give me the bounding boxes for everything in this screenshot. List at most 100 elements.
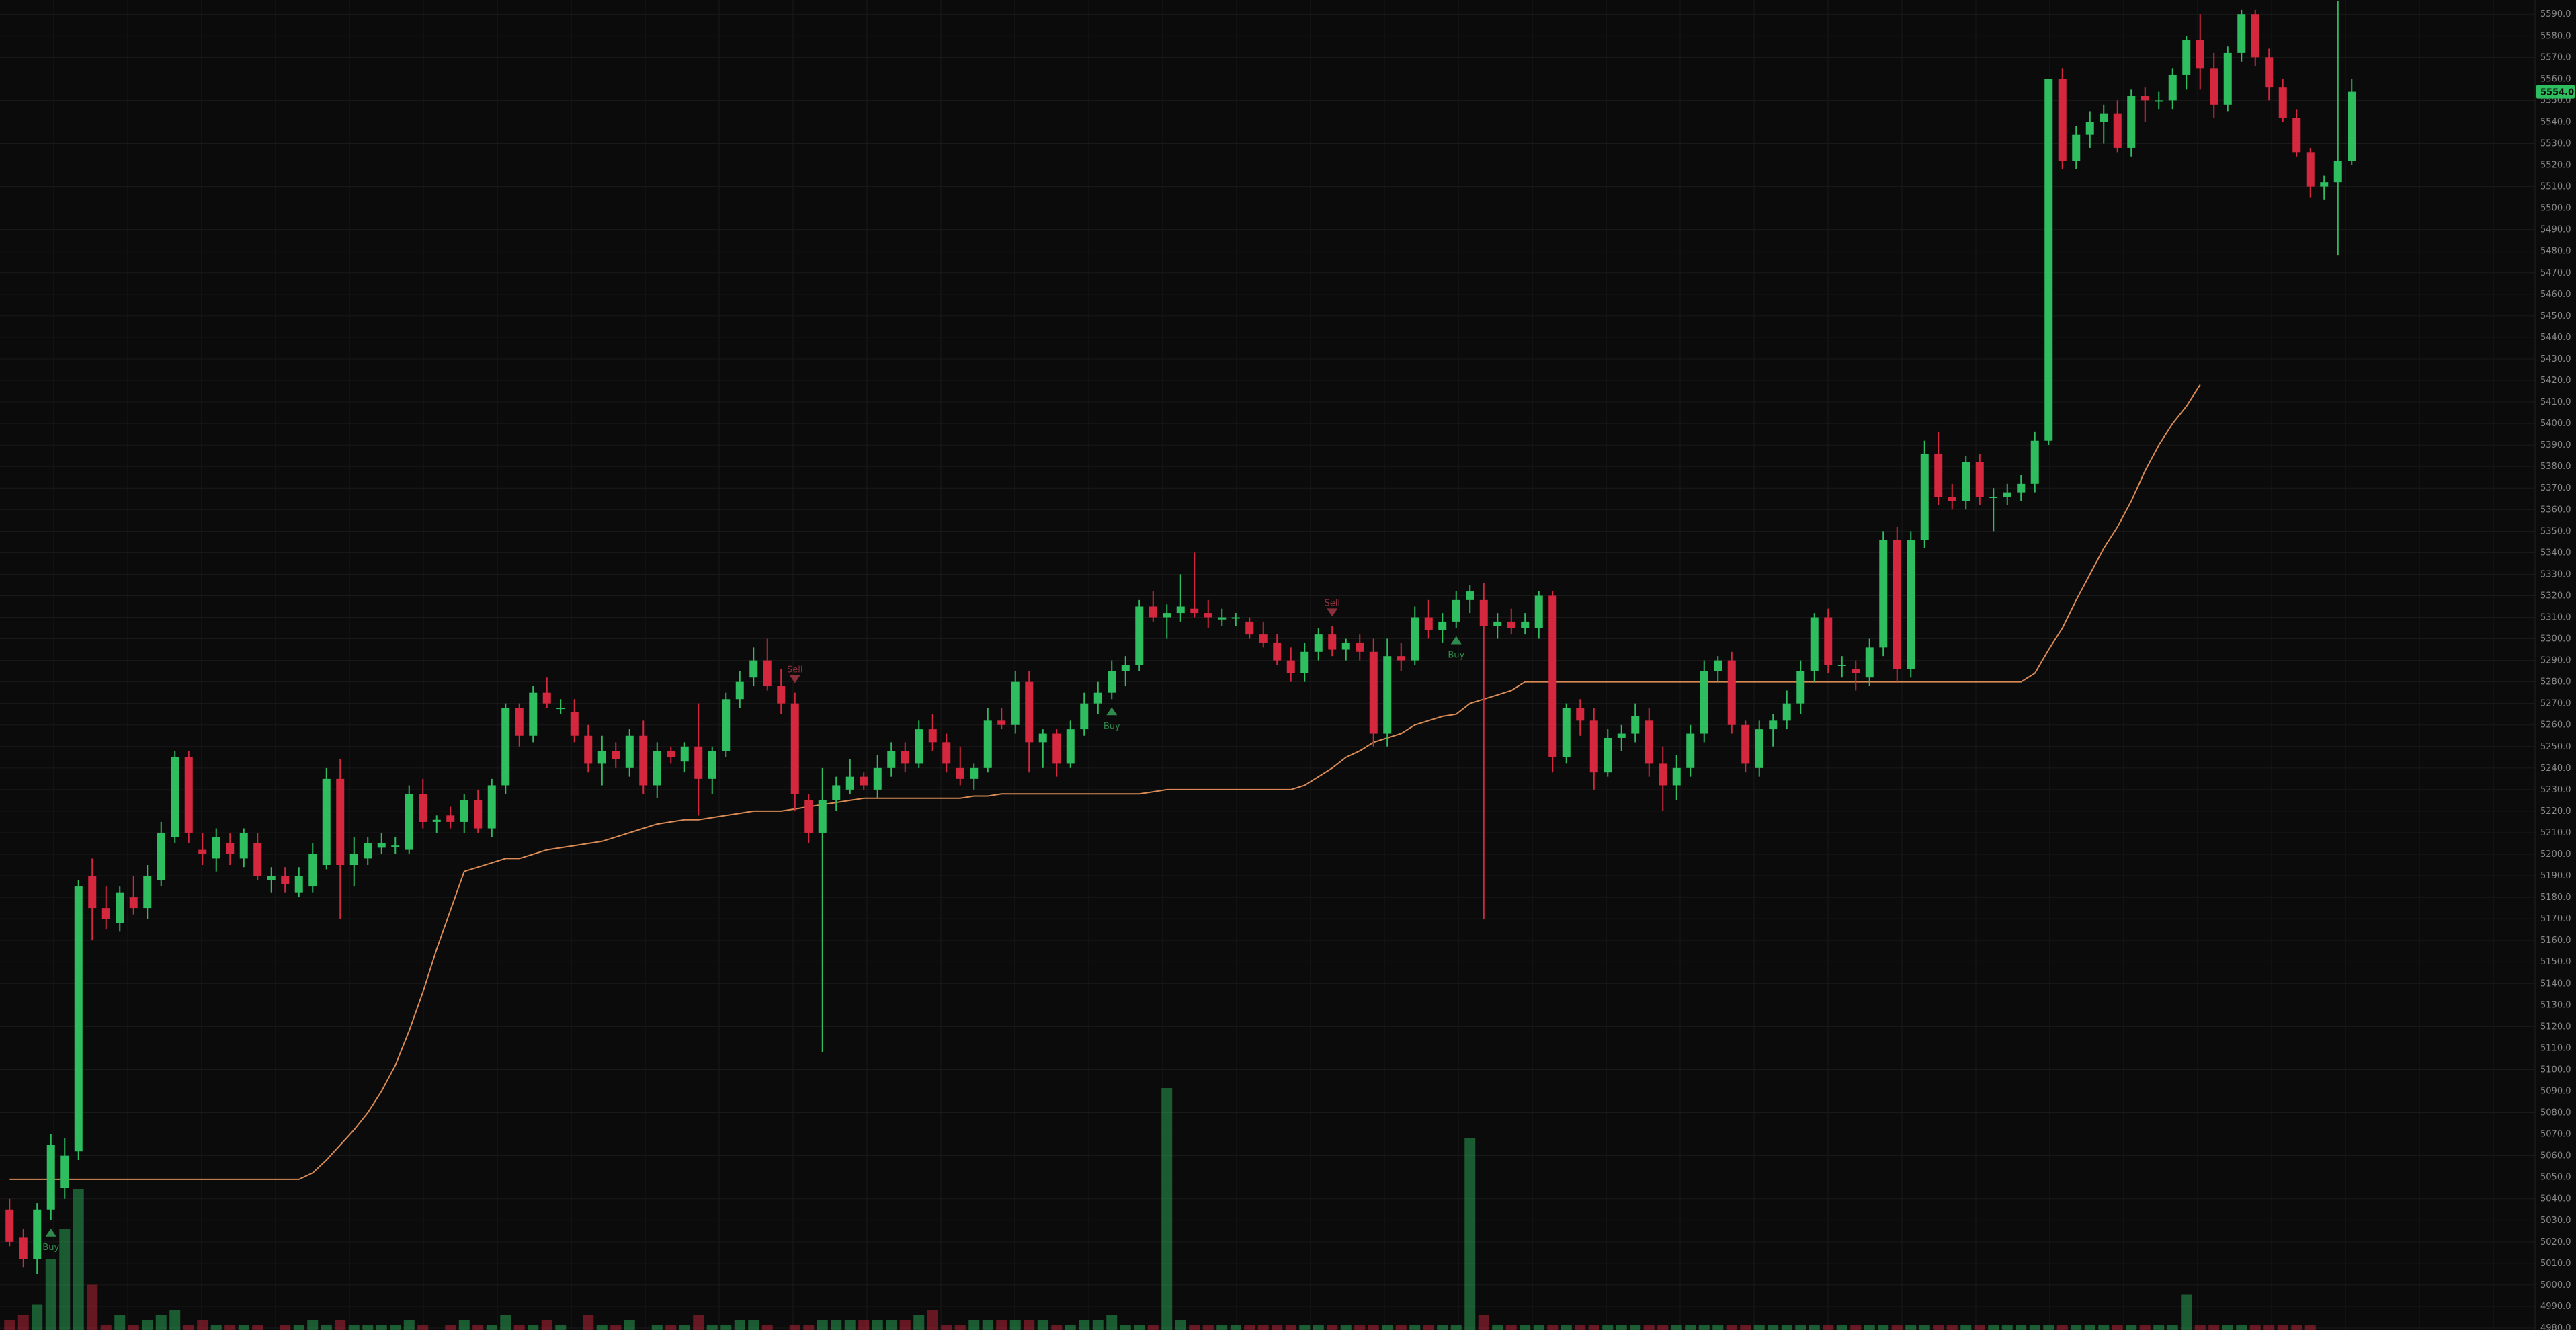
volume-bar (2071, 1325, 2082, 1330)
volume-bar (913, 1315, 925, 1330)
y-tick-label: 5480.0 (2540, 247, 2571, 257)
volume-bar (1230, 1325, 1241, 1330)
candle-body (887, 751, 896, 768)
y-tick-label: 4990.0 (2540, 1302, 2571, 1312)
volume-bar (1753, 1325, 1765, 1330)
candle-body (1989, 497, 1998, 499)
volume-bar (2194, 1325, 2206, 1330)
y-tick-label: 5200.0 (2540, 849, 2571, 860)
candle-body (570, 712, 579, 736)
candle-body (1700, 671, 1708, 734)
volume-bar (610, 1325, 622, 1330)
candle-body (1741, 724, 1750, 764)
candle-body (1328, 634, 1337, 650)
candle-body (970, 767, 979, 779)
volume-bar (941, 1325, 952, 1330)
volume-bar (73, 1189, 84, 1330)
volume-bar (1327, 1325, 1338, 1330)
volume-bar (1450, 1325, 1462, 1330)
volume-bar (1009, 1320, 1021, 1330)
candle-body (143, 876, 152, 909)
volume-bar (1189, 1325, 1200, 1330)
trailing-stop-path (9, 384, 2201, 1180)
candle-body (625, 735, 634, 768)
candle-body (915, 729, 923, 764)
volume-bar (2277, 1325, 2288, 1330)
volume-bar (1698, 1325, 1710, 1330)
volume-bar (2249, 1325, 2261, 1330)
volume-bar (2043, 1325, 2054, 1330)
candle-body (2237, 14, 2246, 53)
volume-bar (1257, 1325, 1269, 1330)
y-tick-label: 5130.0 (2540, 1000, 2571, 1010)
candle-body (1645, 720, 1653, 764)
candle-body (2196, 40, 2204, 69)
volume-bar (706, 1325, 718, 1330)
volume-bar (831, 1320, 842, 1330)
candle-body (777, 686, 786, 704)
candle-body (1962, 462, 1970, 501)
volume-bar (1823, 1325, 1834, 1330)
volume-bar (114, 1315, 126, 1330)
candle-body (597, 751, 606, 764)
volume-bar (555, 1325, 567, 1330)
candle-body (804, 800, 813, 833)
volume-bar (1520, 1325, 1531, 1330)
candle-body (2113, 113, 2122, 148)
candle-body (1190, 608, 1199, 614)
volume-bar (472, 1325, 484, 1330)
candle-body (1893, 540, 1901, 669)
candle-body (1025, 681, 1034, 743)
y-tick-label: 5290.0 (2540, 656, 2571, 666)
volume-bar (1464, 1138, 1476, 1330)
volume-bar (720, 1325, 732, 1330)
volume-bar (803, 1325, 815, 1330)
volume-bar (1561, 1325, 1572, 1330)
volume-bar (583, 1315, 594, 1330)
candle-body (2320, 182, 2329, 187)
current-price-tag: 5554.0 (2536, 85, 2575, 99)
volume-bar (1216, 1325, 1228, 1330)
y-tick-label: 5120.0 (2540, 1022, 2571, 1032)
candle-body (1466, 591, 1474, 600)
y-tick-label: 5230.0 (2540, 785, 2571, 795)
volume-bar (1024, 1320, 1035, 1330)
candle-body (1341, 642, 1350, 650)
volume-bar (693, 1315, 704, 1330)
candle-body (2003, 492, 2011, 497)
volume-bar (458, 1320, 470, 1330)
volume-bar (1781, 1325, 1792, 1330)
volume-bar (390, 1325, 401, 1330)
volume-bar (1147, 1325, 1159, 1330)
candle-body (1631, 716, 1640, 734)
y-tick-label: 5500.0 (2540, 204, 2571, 214)
y-tick-label: 5260.0 (2540, 720, 2571, 731)
volume-bar (224, 1325, 236, 1330)
y-tick-label: 5340.0 (2540, 548, 2571, 558)
volume-bar (528, 1325, 539, 1330)
candle-body (88, 876, 97, 909)
candle-body (101, 908, 110, 919)
candle-body (667, 751, 675, 757)
y-tick-label: 5030.0 (2540, 1216, 2571, 1226)
candle-body (942, 742, 951, 764)
volume-bar (1423, 1325, 1434, 1330)
y-tick-label: 5470.0 (2540, 268, 2571, 278)
volume-bar (1974, 1325, 1985, 1330)
y-tick-label: 5190.0 (2540, 871, 2571, 881)
candle-body (790, 703, 799, 794)
candle-body (1245, 621, 1254, 635)
candle-body (2085, 122, 2094, 135)
y-tick-label: 5250.0 (2540, 742, 2571, 752)
candle-body (1411, 617, 1419, 661)
volume-bar (1657, 1325, 1669, 1330)
volume-bar (1244, 1325, 1255, 1330)
candle-body (2278, 87, 2287, 118)
y-tick-label: 5540.0 (2540, 117, 2571, 127)
volume-bar (17, 1315, 29, 1330)
candle-body (1576, 708, 1585, 721)
candle-body (694, 746, 703, 779)
volume-bar (1740, 1325, 1751, 1330)
y-tick-label: 5320.0 (2540, 591, 2571, 601)
volume-bar (59, 1229, 71, 1330)
